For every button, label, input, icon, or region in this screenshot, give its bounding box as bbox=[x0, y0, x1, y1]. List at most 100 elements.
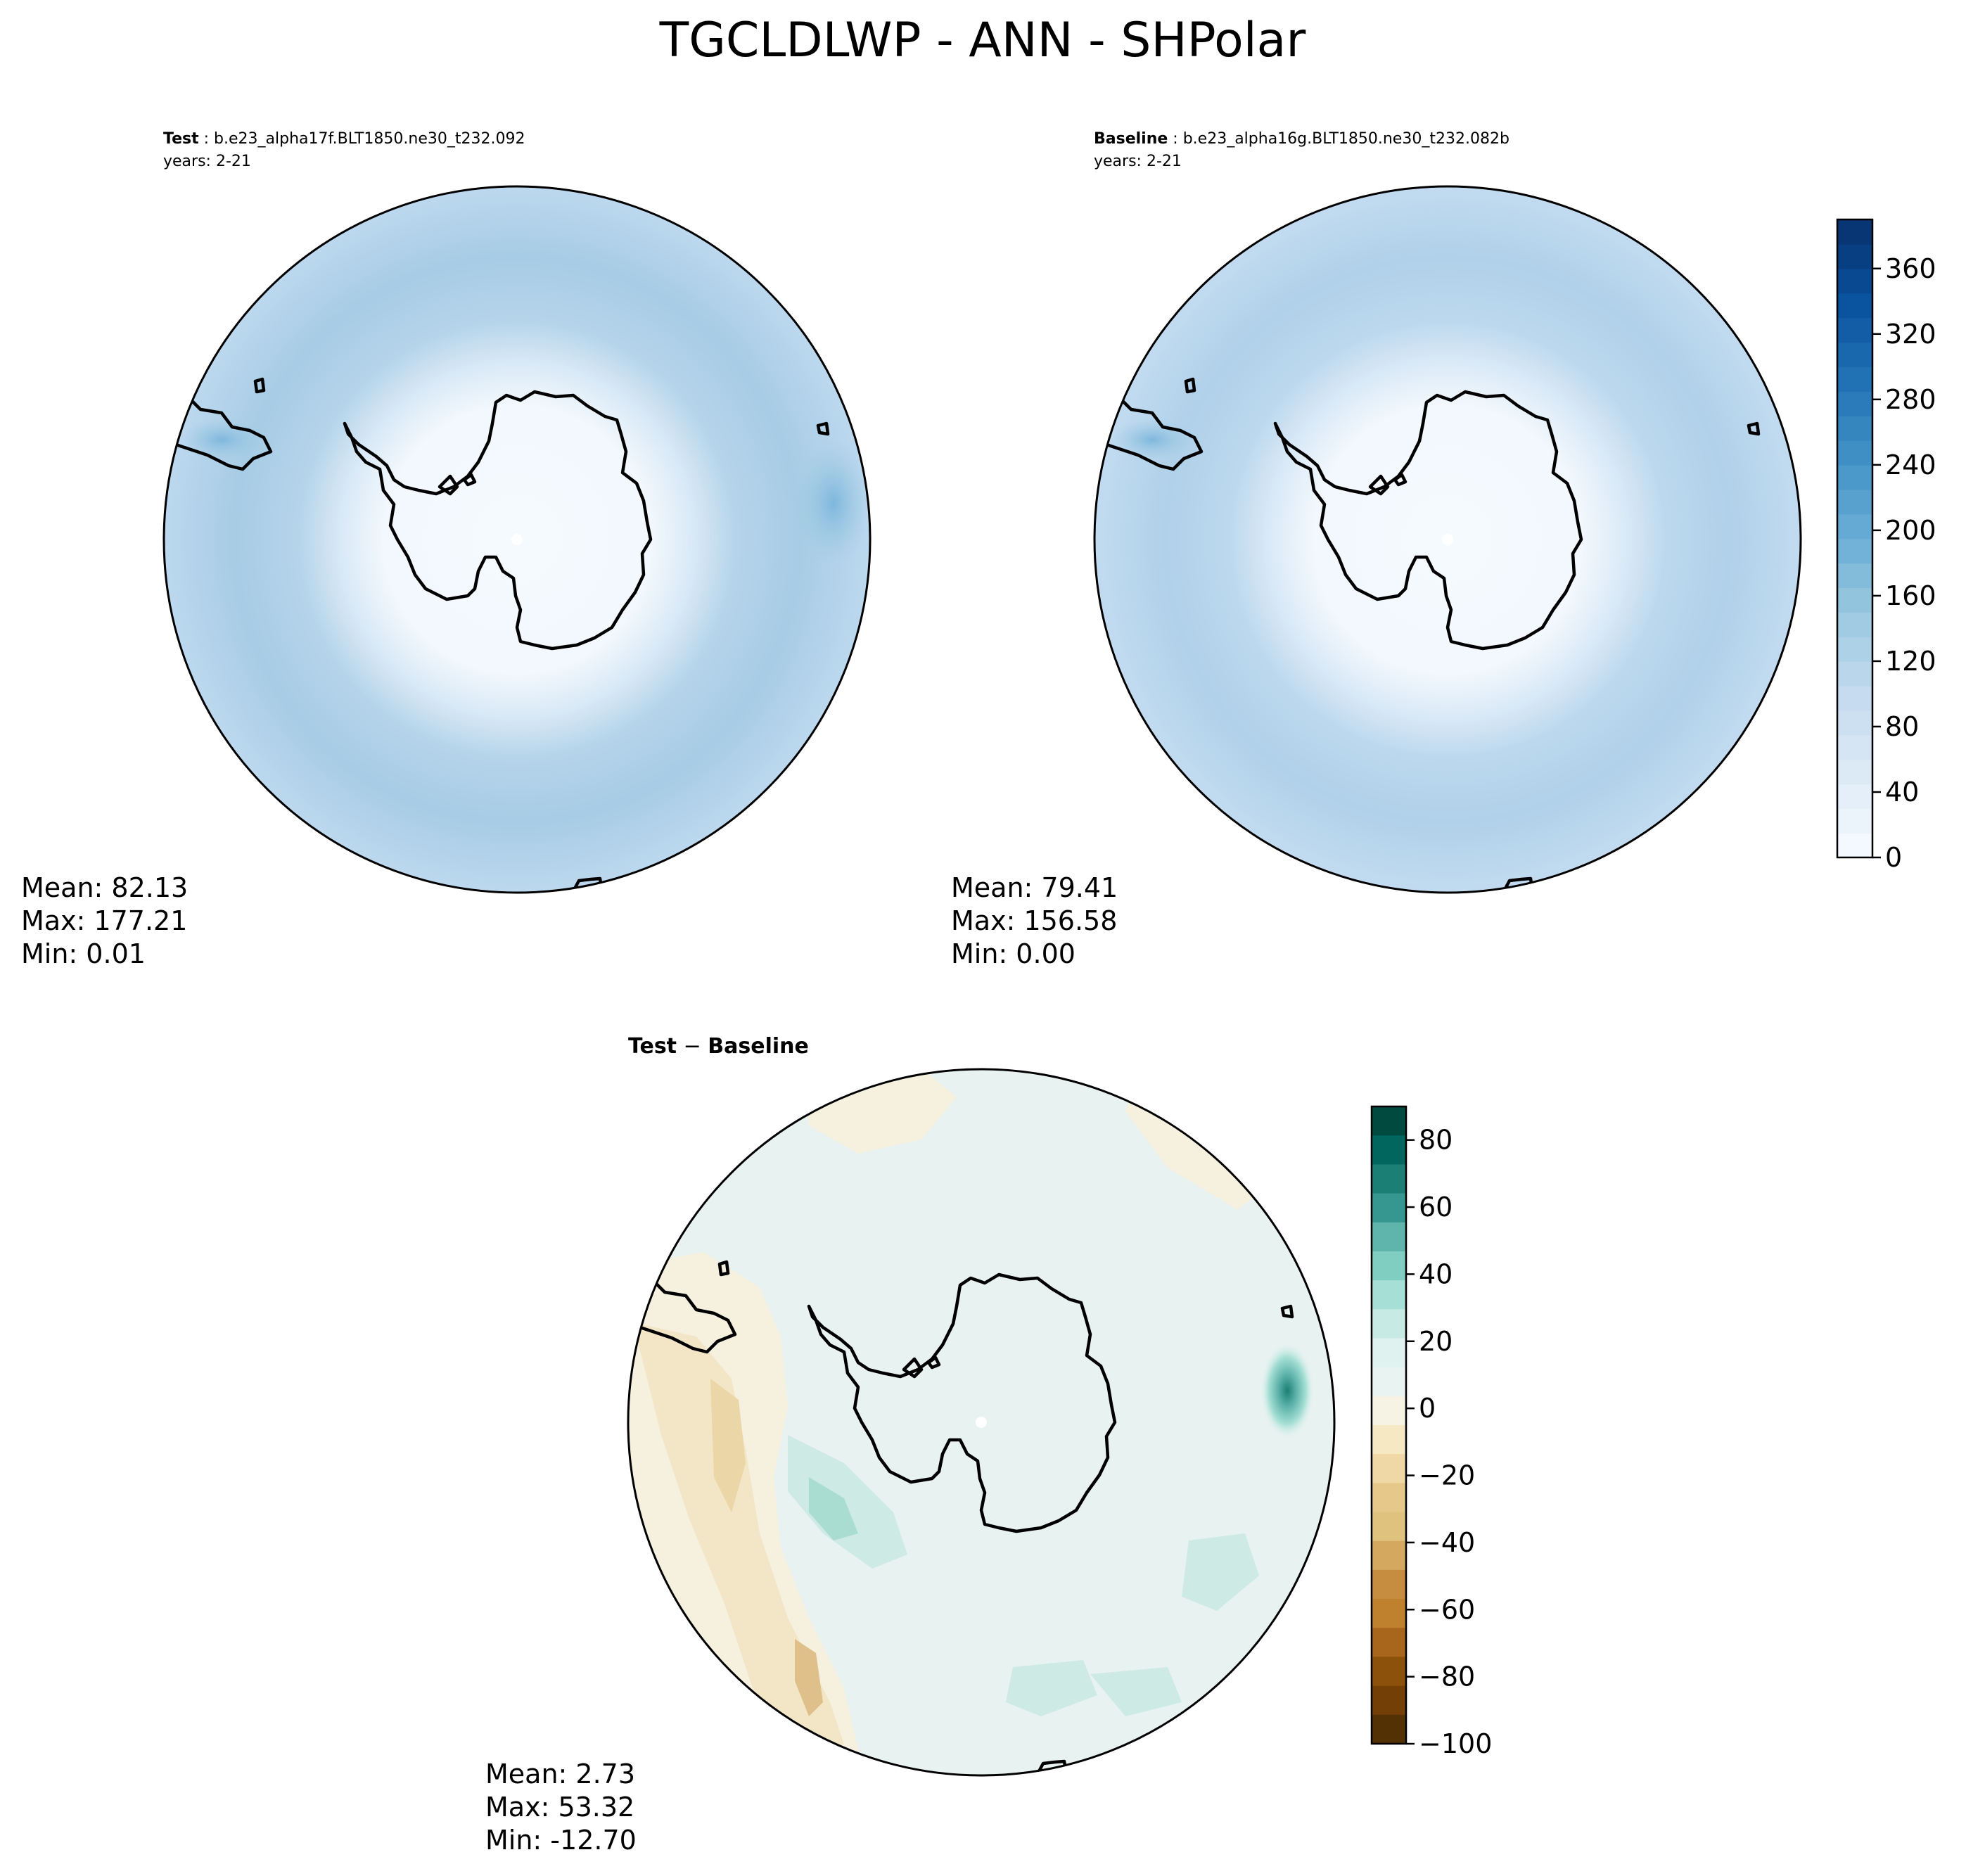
test-panel-years: years: 2-21 bbox=[163, 153, 251, 170]
test-map-hotspot bbox=[795, 440, 870, 566]
diff-colorbar-band bbox=[1372, 1540, 1406, 1571]
diff-colorbar-band bbox=[1372, 1454, 1406, 1484]
test-map-border bbox=[162, 185, 872, 894]
abs-colorbar-band bbox=[1837, 710, 1872, 736]
diff-colorbar-band bbox=[1372, 1657, 1406, 1687]
diff-colorbar-frame bbox=[1370, 1105, 1408, 1745]
abs-colorbar-band bbox=[1837, 833, 1872, 858]
diff-colorbar: 80 60 40 20 0 −20 −40 −60 −80 −100 bbox=[1370, 1105, 1492, 1759]
diff-colorbar-tick-label: −100 bbox=[1419, 1728, 1492, 1759]
abs-colorbar-tick-label: 40 bbox=[1885, 777, 1919, 808]
test-panel-sep: : bbox=[199, 130, 214, 148]
test-pole-dot bbox=[511, 534, 523, 545]
difference-panel: Test − Baseline bbox=[485, 1034, 1336, 1856]
diff-colorbar-band bbox=[1372, 1685, 1406, 1716]
diff-colorbar-band bbox=[1372, 1164, 1406, 1194]
baseline-panel-label: Baseline bbox=[1094, 130, 1168, 148]
baseline-panel-sep: : bbox=[1168, 130, 1182, 148]
abs-colorbar-band bbox=[1837, 366, 1872, 392]
test-panel-label: Test bbox=[163, 130, 199, 148]
figure-title: TGCLDLWP - ANN - SHPolar bbox=[659, 13, 1306, 68]
abs-colorbar-band bbox=[1837, 784, 1872, 810]
baseline-map-hotspot bbox=[1110, 419, 1194, 461]
abs-colorbar-band bbox=[1837, 391, 1872, 416]
diff-colorbar-band bbox=[1372, 1367, 1406, 1397]
difference-teal-2 bbox=[809, 1477, 858, 1540]
difference-min: Min: -12.70 bbox=[485, 1825, 637, 1856]
test-mean: Mean: 82.13 bbox=[21, 872, 188, 903]
baseline-pole-dot bbox=[1442, 534, 1453, 545]
diff-colorbar-band bbox=[1372, 1714, 1406, 1744]
abs-colorbar-band bbox=[1837, 538, 1872, 564]
diff-colorbar-tick-label: 20 bbox=[1419, 1326, 1453, 1357]
diff-colorbar-band bbox=[1372, 1251, 1406, 1281]
test-panel-title: Test : b.e23_alpha17f.BLT1850.ne30_t232.… bbox=[163, 130, 525, 148]
test-max: Max: 177.21 bbox=[21, 905, 187, 936]
baseline-max: Max: 156.58 bbox=[951, 905, 1117, 936]
diff-colorbar-bands bbox=[1372, 1106, 1406, 1744]
abs-colorbar-frame bbox=[1836, 218, 1874, 859]
abs-colorbar-band bbox=[1837, 685, 1872, 711]
difference-teal-3 bbox=[1182, 1533, 1259, 1611]
difference-mean: Mean: 2.73 bbox=[485, 1759, 635, 1789]
abs-colorbar-band bbox=[1837, 637, 1872, 662]
difference-east-hotspot bbox=[1260, 1343, 1314, 1438]
baseline-min: Min: 0.00 bbox=[951, 938, 1075, 969]
baseline-panel-case: b.e23_alpha16g.BLT1850.ne30_t232.082b bbox=[1183, 130, 1509, 148]
abs-colorbar-ticks: 0 40 80 120 160 200 240 280 320 360 bbox=[1872, 253, 1936, 873]
difference-map-border bbox=[627, 1068, 1336, 1777]
diff-colorbar-band bbox=[1372, 1483, 1406, 1513]
abs-colorbar-tick-label: 280 bbox=[1885, 384, 1936, 415]
difference-west-negative-3 bbox=[710, 1379, 746, 1512]
diff-colorbar-tick-label: −80 bbox=[1419, 1661, 1475, 1692]
diff-colorbar-tick-label: 40 bbox=[1419, 1258, 1453, 1289]
abs-colorbar-band bbox=[1837, 587, 1872, 613]
diff-colorbar-band bbox=[1372, 1628, 1406, 1658]
diff-colorbar-band bbox=[1372, 1135, 1406, 1166]
difference-max: Max: 53.32 bbox=[485, 1792, 634, 1823]
difference-panel-title: Test − Baseline bbox=[628, 1034, 809, 1059]
abs-colorbar: 0 40 80 120 160 200 240 280 320 360 bbox=[1836, 218, 1936, 873]
test-map-hotspot-2 bbox=[179, 419, 264, 461]
abs-colorbar-bands bbox=[1837, 219, 1872, 858]
diff-colorbar-band bbox=[1372, 1569, 1406, 1600]
difference-west-negative-2 bbox=[633, 1322, 844, 1751]
diff-colorbar-tick-label: 80 bbox=[1419, 1125, 1453, 1156]
baseline-panel-title: Baseline : b.e23_alpha16g.BLT1850.ne30_t… bbox=[1094, 130, 1509, 148]
baseline-panel: Baseline : b.e23_alpha16g.BLT1850.ne30_t… bbox=[951, 130, 1802, 969]
abs-colorbar-band bbox=[1837, 268, 1872, 294]
test-map bbox=[164, 186, 870, 893]
baseline-map-border bbox=[1093, 185, 1802, 894]
diff-colorbar-tick-label: −60 bbox=[1419, 1594, 1475, 1625]
test-min: Min: 0.01 bbox=[21, 938, 146, 969]
abs-colorbar-tick-label: 120 bbox=[1885, 646, 1936, 677]
abs-colorbar-band bbox=[1837, 342, 1872, 368]
difference-teal-4 bbox=[1006, 1660, 1097, 1716]
diff-colorbar-band bbox=[1372, 1425, 1406, 1455]
abs-colorbar-band bbox=[1837, 317, 1872, 343]
difference-map bbox=[628, 1069, 1334, 1775]
abs-colorbar-band bbox=[1837, 416, 1872, 441]
diff-colorbar-band bbox=[1372, 1338, 1406, 1368]
difference-west-negative-4 bbox=[795, 1639, 823, 1716]
abs-colorbar-band bbox=[1837, 513, 1872, 540]
diff-colorbar-tick-label: −20 bbox=[1419, 1460, 1475, 1491]
abs-colorbar-band bbox=[1837, 759, 1872, 785]
abs-colorbar-tick-label: 0 bbox=[1885, 842, 1902, 873]
abs-colorbar-band bbox=[1837, 563, 1872, 589]
diff-colorbar-band bbox=[1372, 1280, 1406, 1310]
abs-colorbar-band bbox=[1837, 489, 1872, 515]
difference-teal-1 bbox=[788, 1435, 907, 1569]
abs-colorbar-tick-label: 80 bbox=[1885, 711, 1919, 742]
abs-colorbar-band bbox=[1837, 808, 1872, 834]
diff-colorbar-band bbox=[1372, 1193, 1406, 1223]
abs-colorbar-tick-label: 160 bbox=[1885, 580, 1936, 611]
abs-colorbar-tick-label: 320 bbox=[1885, 319, 1936, 350]
abs-colorbar-band bbox=[1837, 440, 1872, 466]
abs-colorbar-tick-label: 200 bbox=[1885, 515, 1936, 546]
diff-colorbar-tick-label: 60 bbox=[1419, 1192, 1453, 1223]
difference-panel-label: Test bbox=[628, 1034, 677, 1059]
baseline-map bbox=[1094, 186, 1801, 893]
abs-colorbar-tick-label: 240 bbox=[1885, 449, 1936, 480]
